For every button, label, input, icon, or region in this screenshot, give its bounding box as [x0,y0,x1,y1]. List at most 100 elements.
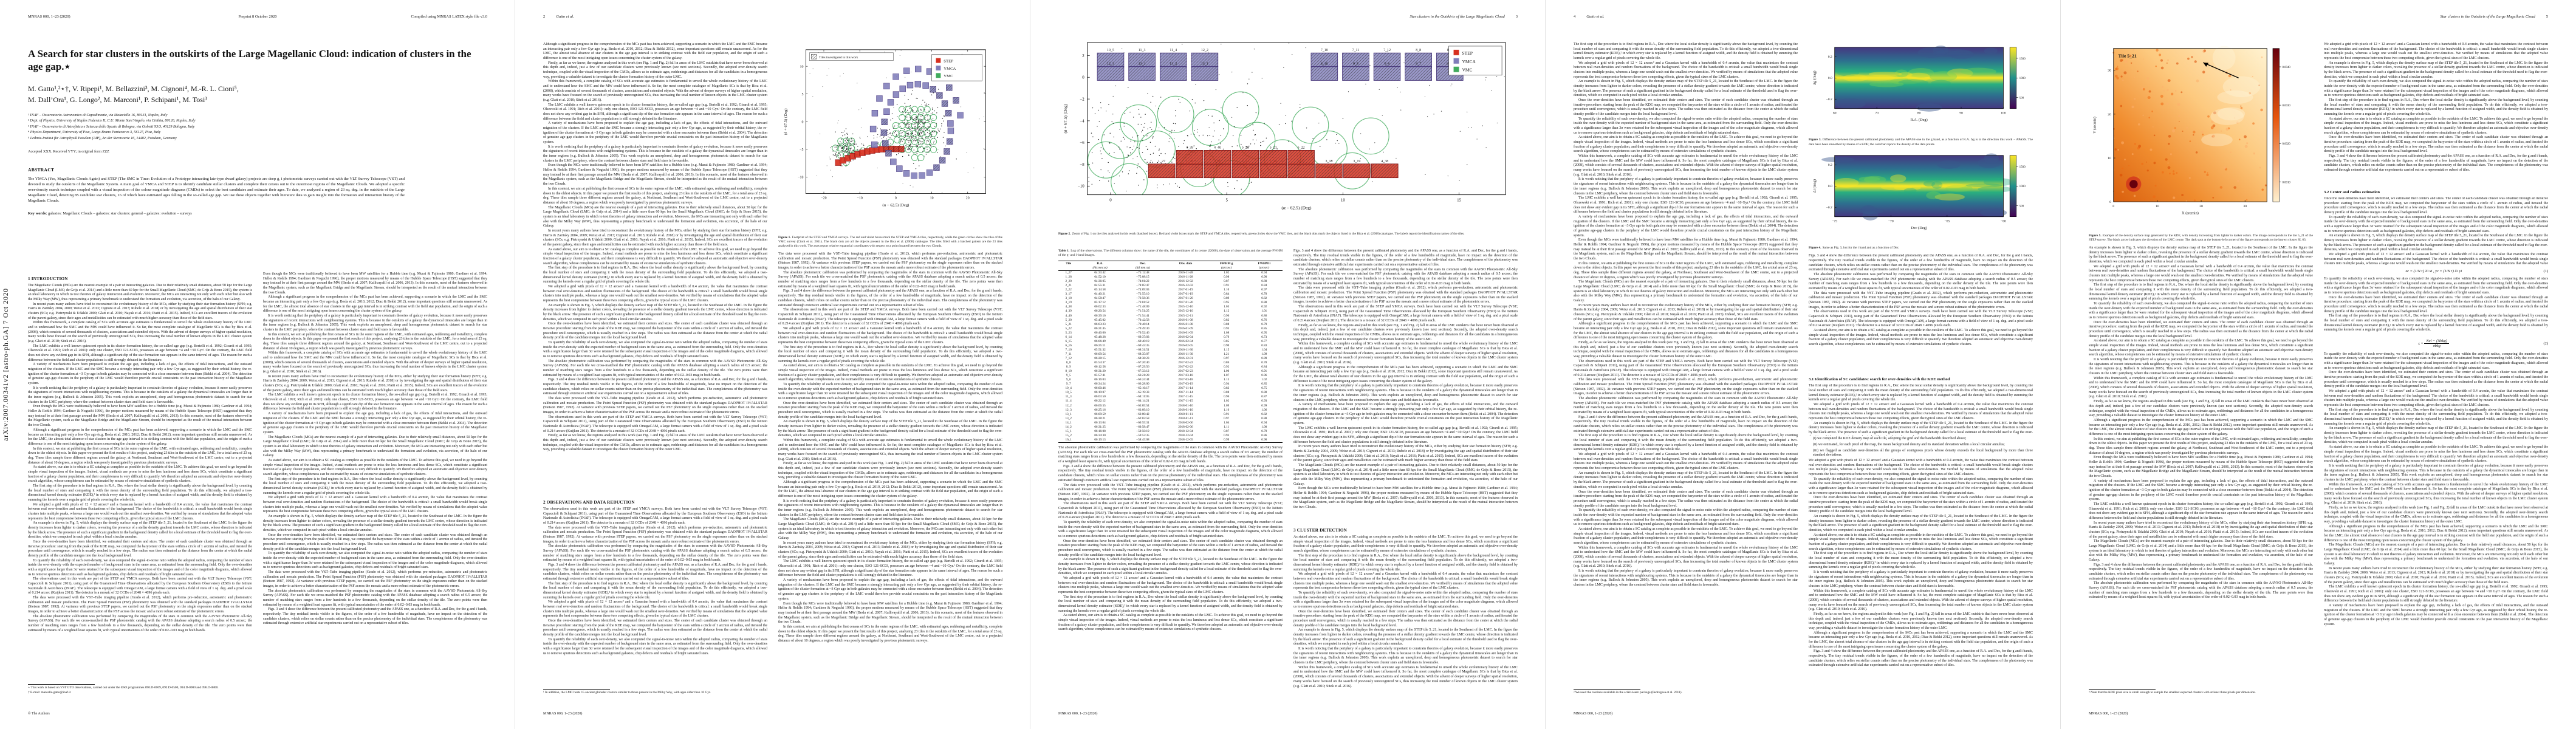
svg-text:X (arcmin): X (arcmin) [2182,211,2199,216]
figure-4-caption: Figure 4. Same as Fig. 3, but for the i b… [1809,246,1900,250]
svg-text:1_27: 1_27 [1158,160,1165,163]
column-header: FWHM g [1219,262,1233,266]
table-cell: 0.82 [1224,318,1230,322]
table-cell: 0.87 [1224,429,1230,433]
body-paragraph: As stated above, our aim is to obtain a … [1058,614,1283,632]
table-cell: 0.88 [1224,391,1230,395]
table-cell: 06:16:03 [1094,378,1106,382]
table-cell: −59:53:35 [1136,433,1149,437]
body-paragraph: Even though the MCs were traditionally b… [778,601,1002,625]
body-paragraph: Figs. 3 and 4 show the difference betwee… [543,563,767,581]
body-paragraph: The Magellanic Clouds (MCs) are the near… [1574,280,1798,303]
body-paragraph: An example is shown in Fig. 5, which dis… [2089,245,2313,264]
table-cell: 2_20 [1065,279,1072,284]
table-cell: 0.87 [1261,395,1267,399]
svg-text:5_22: 5_22 [1298,146,1305,149]
table-cell: 06:09:59 [1094,412,1106,416]
footnote: ⋆ This work is based on VST GTO observat… [28,686,219,690]
table-cell: 0.85 [1261,326,1267,330]
figure-2-caption: Figure 2. Zoom of Fig. 1 on the tiles ana… [1058,232,1465,236]
table-row: 8_8 05:54:37 −67:26:40 2017-02-22 0.86 0.78 [1058,361,1283,365]
text-block: We adopted a grid with pixels of 12 × 12… [2324,43,2548,186]
table-cell: 2018-02-06 [1178,420,1193,425]
text-block: The observations used in this work are p… [543,507,767,695]
svg-text:Dec (Deg): Dec (Deg) [1911,226,1927,230]
column-unit: (dd:mm:ss) [1135,266,1151,270]
table-cell: −67:33:12 [1136,369,1149,374]
table-row: 9_7 06:34:24 −66:28:00 2017-03-19 0.94 0.85 [1058,382,1283,386]
svg-text:2: 2 [1082,53,1084,58]
table-cell: 04:36:05 [1094,279,1106,284]
page-3: Star clusters in the Outskirts of the La… [1030,0,1546,729]
body-paragraph: As stated above, our aim is to obtain a … [2324,445,2548,464]
accepted-line: Accepted XXX. Received YYY; in original … [28,149,109,154]
table-cell: 5_21 [1065,322,1072,326]
equation-2: s = Ncl − ⟨Nbkg⟩ σbkg (2) [2418,339,2548,349]
table-cell: 06:25:11 [1094,343,1106,347]
table-cell: 2016-11-28 [1178,275,1193,279]
body-paragraph: We adopted a grid with pixels of 12 × 12… [1809,402,2033,420]
table-cell: 1.16 [1224,408,1230,412]
table-row: 13_2 06:28:21 −62:03:58 2018-01-11 0.97 0.88 [1058,417,1283,421]
running-header: 4 Gatto et al. [1574,15,2033,22]
svg-text:0.2: 0.2 [1828,163,1832,167]
table-cell: 2016-12-02 [1178,284,1193,288]
table-cell: 2017-01-20 [1178,296,1193,301]
table-cell: 0.80 [1261,279,1267,284]
svg-text:−10: −10 [798,176,803,179]
text-block: The absolute photometric calibration was… [1058,446,1283,695]
text-block: To quantify the reliability of each over… [2324,277,2548,335]
svg-text:0: 0 [801,120,803,124]
table-row: 8_10 06:31:20 −67:33:12 2017-02-23 1.00 0.91 [1058,369,1283,374]
body-paragraph: The observations used in this work are p… [543,507,767,525]
svg-text:70: 70 [1875,111,1879,115]
svg-text:500: 500 [2019,204,2024,208]
page-footer: MNRAS 000, 1–23 (2020) [1574,712,1613,716]
table-row: 2_21 04:55:31 −74:05:47 2016-12-02 0.91 0.84 [1058,284,1283,288]
table-cell: 2016-01-08 [1178,322,1193,326]
body-paragraph: Even though the MCs were traditionally b… [2089,456,2313,478]
body-paragraph: Once the over-densities have been identi… [1293,609,1518,628]
table-cell: −71:48:09 [1136,305,1149,309]
svg-text:90: 90 [1959,111,1963,115]
body-paragraph: The observations used in this work are p… [1058,502,1283,520]
table-cell: 6_15 [1065,339,1072,343]
body-paragraph: The Magellanic Clouds (MCs) are the near… [28,284,252,302]
svg-text:0.0020: 0.0020 [2283,143,2291,146]
svg-text:−6: −6 [1080,140,1084,145]
figure-4-photometry-comparison-i: 0.2 0.0 −0.2 −75 −70 −65 −60 Dec (Deg) Δi (mag) 1… [1813,153,2026,230]
body-paragraph: The first step of the procedure is to fi… [2324,98,2548,117]
body-paragraph: An example is shown in Fig. 5, which dis… [28,521,252,539]
svg-text:Tiles investigated in this wor: Tiles investigated in this work [819,56,858,60]
text-block: The first step of the procedure is to fi… [1809,384,2033,436]
text-block: Although a significant progress in the c… [543,43,767,496]
table-cell: −73:01:52 [1136,301,1149,305]
body-paragraph: An example is shown in Fig. 5, which dis… [1574,471,1798,489]
svg-text:14_1: 14_1 [1201,63,1208,66]
author-line: M. Dall’Ora¹, G. Longo², M. Marconi¹, P.… [28,95,207,104]
keywords: Key words: galaxies: Magellanic Clouds –… [28,211,192,216]
body-paragraph: The observations used in this work are p… [543,415,767,433]
body-paragraph: The data were processed with the VST–Tub… [543,525,767,544]
body-paragraph: To quantify the reliability of each over… [1058,520,1283,538]
svg-text:STEP: STEP [1462,50,1472,56]
table-cell: −58:45:08 [1136,437,1149,442]
table-cell: 2016-01-08 [1178,318,1193,322]
abstract-heading: ABSTRACT [28,166,55,173]
table-cell: 14_1 [1065,420,1072,425]
table-cell: 05:51:32 [1094,347,1106,352]
table-cell: 04:40:21 [1094,292,1106,296]
body-paragraph: Even though the MCs were traditionally b… [543,163,767,187]
table-cell: 2017-03-18 [1178,378,1193,382]
table-cell: −69:40:19 [1136,339,1149,343]
body-paragraph: The absolute photometric calibration was… [2089,581,2313,600]
svg-text:0.2: 0.2 [1828,55,1832,59]
body-paragraph: In recent years many authors have tried … [28,302,252,320]
table-cell: 1.13 [1224,378,1230,382]
page-2: 2 Gatto et al. Although a significant pro… [515,0,1030,729]
svg-text:10: 10 [930,196,934,200]
table-cell: 05:45:02 [1094,318,1106,322]
table-cell: 0.88 [1224,322,1230,326]
table-cell: 10_4 [1065,386,1072,391]
table-cell: 0.84 [1224,292,1230,296]
